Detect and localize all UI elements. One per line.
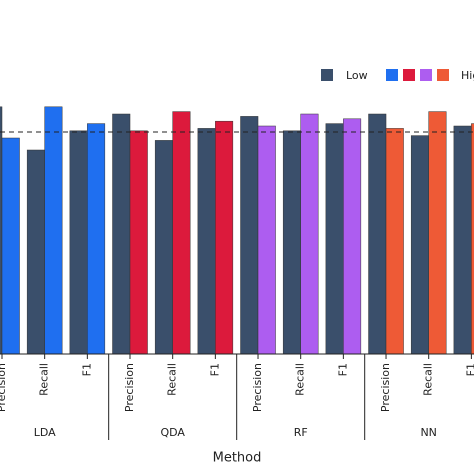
- bar: [300, 113, 319, 355]
- legend-label: Low: [346, 69, 368, 82]
- x-tick-label: F1: [336, 363, 349, 376]
- bar: [172, 111, 191, 355]
- group-label: NN: [420, 426, 436, 439]
- legend-swatch: [386, 69, 398, 81]
- x-tick-label: Recall: [166, 363, 179, 396]
- group-label: LDA: [34, 426, 56, 439]
- bar: [368, 113, 387, 355]
- legend-swatch: [321, 69, 333, 81]
- bar: [215, 120, 234, 355]
- group-label: QDA: [160, 426, 185, 439]
- bar: [44, 106, 63, 355]
- bar: [410, 135, 429, 355]
- bar: [325, 123, 344, 355]
- bar: [385, 128, 404, 355]
- x-tick-label: Recall: [294, 363, 307, 396]
- bar: [129, 130, 148, 355]
- bar: [471, 123, 474, 355]
- bar: [282, 130, 301, 355]
- bar: [0, 106, 3, 355]
- bar: [453, 125, 472, 355]
- x-tick-label: Precision: [251, 363, 264, 412]
- bar: [257, 125, 276, 355]
- bar: [87, 123, 106, 355]
- bar: [154, 140, 173, 355]
- bar: [343, 118, 362, 355]
- bar: [112, 113, 131, 355]
- group-label: RF: [294, 426, 308, 439]
- x-tick-label: Recall: [422, 363, 435, 396]
- bar: [1, 137, 20, 355]
- x-tick-label: F1: [80, 363, 93, 376]
- bar: [197, 128, 216, 355]
- x-tick-label: Recall: [38, 363, 51, 396]
- bar: [69, 130, 88, 355]
- x-tick-label: F1: [208, 363, 221, 376]
- bar: [428, 111, 447, 355]
- bar: [240, 116, 259, 355]
- x-tick-label: Precision: [123, 363, 136, 412]
- legend-swatch: [403, 69, 415, 81]
- x-axis-label: Method: [213, 451, 262, 466]
- x-tick-label: Precision: [379, 363, 392, 412]
- legend-label: High: [461, 69, 474, 82]
- x-tick-label: Precision: [0, 363, 8, 412]
- bar: [26, 149, 45, 355]
- legend-swatch: [420, 69, 432, 81]
- x-tick-label: F1: [464, 363, 474, 376]
- legend-swatch: [437, 69, 449, 81]
